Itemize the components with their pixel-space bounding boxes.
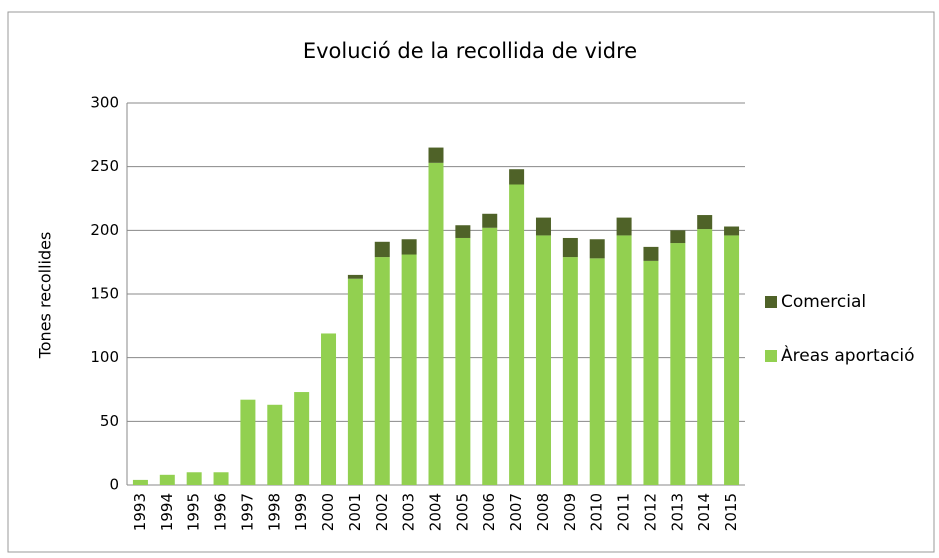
chart-title: Evolució de la recollida de vidre (303, 39, 637, 63)
x-tick-label: 2015 (722, 493, 740, 531)
y-axis-label: Tones recollides (36, 232, 55, 360)
bar-segment (455, 237, 471, 485)
bar-segment (455, 225, 471, 238)
x-tick-label: 1997 (238, 493, 256, 531)
x-tick-label: 1993 (131, 493, 149, 531)
bar-segment (428, 147, 444, 163)
x-tick-label: 2008 (534, 493, 552, 531)
y-tick-label: 50 (100, 412, 119, 430)
x-tick-label: 1995 (185, 493, 203, 531)
bar-segment (697, 229, 713, 485)
y-tick-label: 100 (90, 348, 119, 366)
x-tick-label: 1996 (212, 493, 230, 531)
x-tick-label: 2014 (695, 493, 713, 531)
bar-segment (535, 235, 551, 485)
bar-segment (374, 241, 390, 258)
x-tick-label: 2007 (507, 493, 525, 531)
bar-segment (670, 243, 686, 485)
bar-segment (213, 472, 229, 485)
bar-segment (616, 235, 632, 485)
bar-segment (321, 333, 337, 485)
bar-segment (267, 404, 283, 485)
bar-segment (724, 226, 740, 236)
legend-swatch (765, 296, 777, 308)
y-tick-label: 0 (109, 476, 119, 494)
x-tick-label: 1994 (158, 493, 176, 531)
x-tick-label: 2009 (561, 493, 579, 531)
bar-segment (643, 260, 659, 485)
bar-segment (401, 239, 417, 255)
x-tick-label: 2012 (641, 493, 659, 531)
x-tick-label: 2002 (373, 493, 391, 531)
bar-segment (374, 257, 390, 485)
x-tick-label: 2005 (453, 493, 471, 531)
y-tick-label: 250 (90, 157, 119, 175)
legend-label: Comercial (781, 292, 866, 312)
bar-segment (347, 278, 363, 485)
legend-swatch (765, 350, 777, 362)
x-tick-label: 2003 (400, 493, 418, 531)
bar-segment (670, 230, 686, 244)
bar-segment (240, 399, 256, 485)
bar-segment (132, 479, 148, 485)
y-tick-label: 200 (90, 221, 119, 239)
bar-segment (401, 254, 417, 485)
bar-segment (509, 169, 525, 185)
x-tick-label: 2010 (588, 493, 606, 531)
x-tick-label: 2001 (346, 493, 364, 531)
bar-segment (482, 213, 498, 228)
bar-segment (159, 474, 175, 485)
bar-segment (347, 274, 363, 279)
bar-segment (589, 239, 605, 259)
bar-segment (562, 257, 578, 485)
y-tick-label: 300 (90, 94, 119, 112)
bar-segment (589, 258, 605, 485)
y-tick-label: 150 (90, 285, 119, 303)
bar-segment (509, 184, 525, 485)
x-tick-label: 2011 (615, 493, 633, 531)
bar-segment (643, 246, 659, 261)
bar-segment (294, 392, 310, 485)
bar-segment (482, 227, 498, 485)
bar-segment (697, 215, 713, 230)
chart-frame (7, 11, 935, 553)
bar-segment (186, 472, 202, 485)
legend-label: Àreas aportació (781, 344, 915, 366)
x-tick-label: 1998 (265, 493, 283, 531)
x-tick-label: 2004 (427, 493, 445, 531)
bar-segment (616, 217, 632, 236)
x-tick-label: 2006 (480, 493, 498, 531)
bar-segment (562, 237, 578, 258)
bar-segment (428, 162, 444, 485)
x-tick-label: 1999 (292, 493, 310, 531)
bar-segment (535, 217, 551, 236)
bar-segment (724, 235, 740, 485)
x-tick-label: 2013 (668, 493, 686, 531)
x-tick-label: 2000 (319, 493, 337, 531)
